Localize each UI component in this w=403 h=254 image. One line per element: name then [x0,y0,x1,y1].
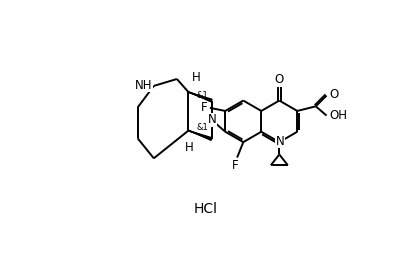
Text: &1: &1 [197,123,209,132]
Text: NH: NH [135,79,152,92]
Text: H: H [192,71,201,84]
Text: HCl: HCl [193,202,217,216]
Polygon shape [188,130,212,140]
Text: O: O [275,73,284,86]
Text: &1: &1 [197,91,209,100]
Text: O: O [330,88,339,101]
Text: F: F [201,101,208,114]
Text: H: H [185,141,193,154]
Text: N: N [276,135,285,148]
Text: OH: OH [330,109,348,122]
Polygon shape [188,92,212,102]
Text: N: N [208,113,217,126]
Text: F: F [232,159,239,172]
